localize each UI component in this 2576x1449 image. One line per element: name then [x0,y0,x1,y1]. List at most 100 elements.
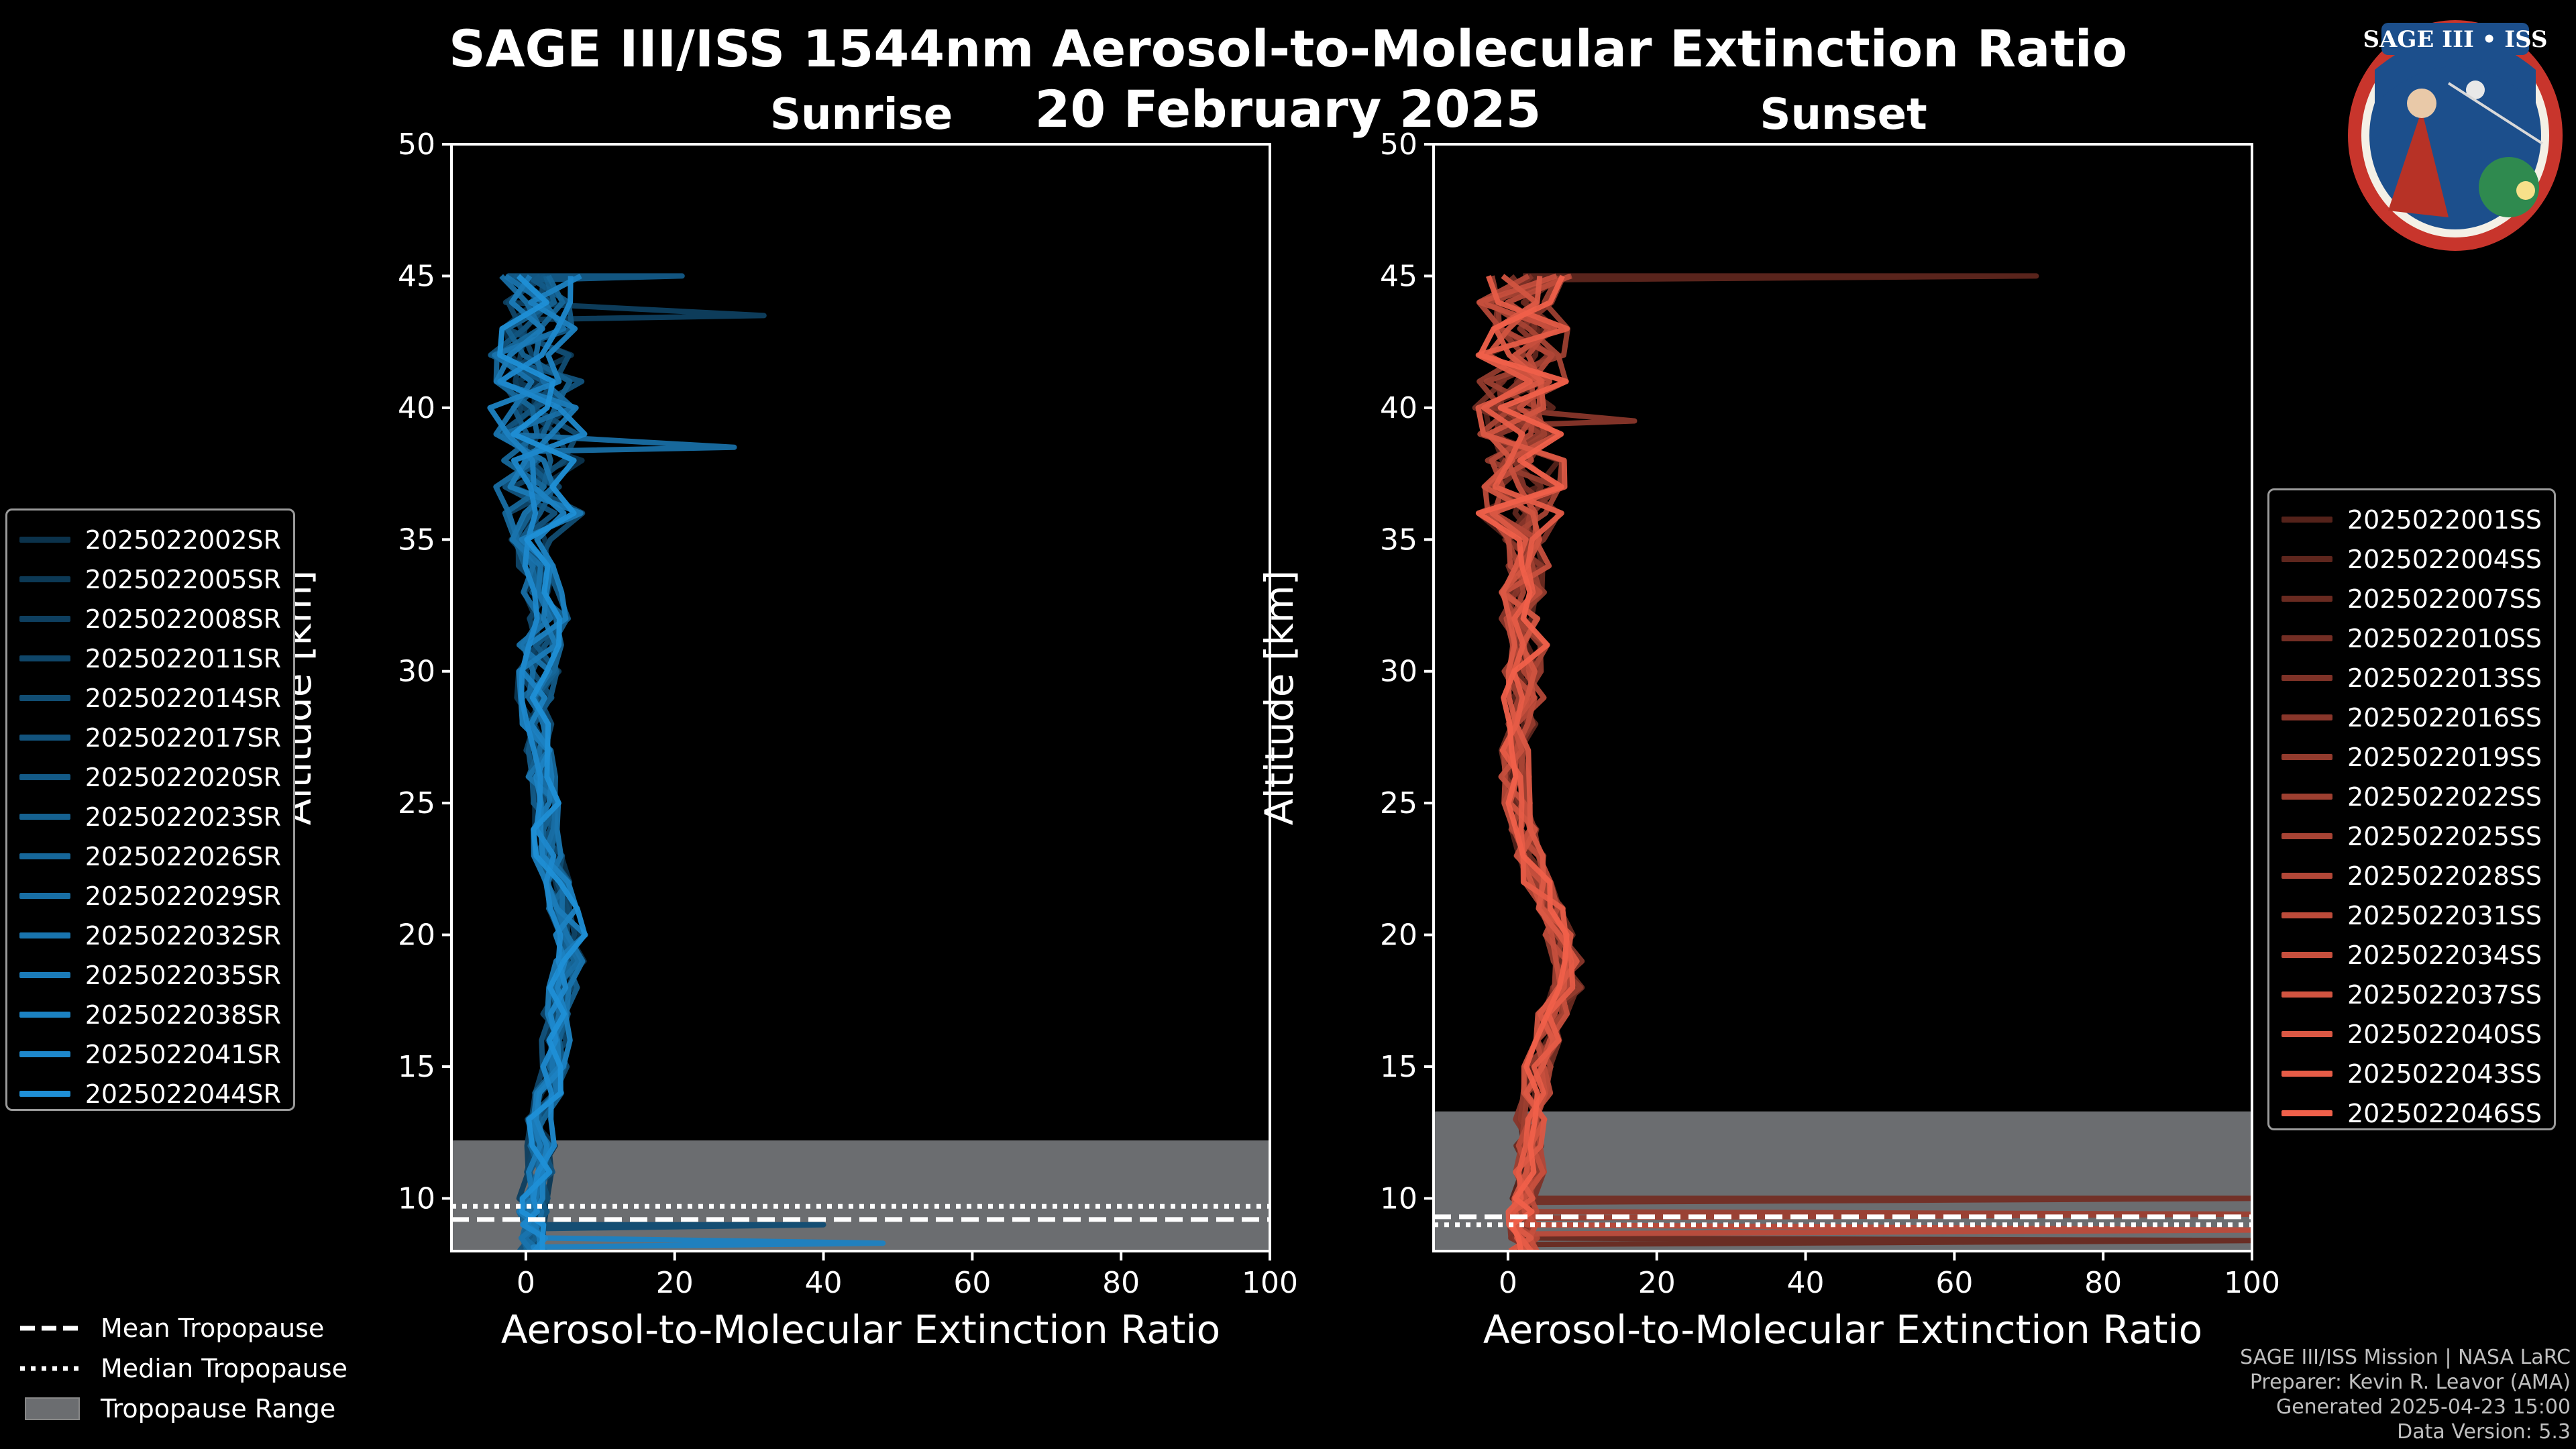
legend-swatch [19,972,70,978]
legend-swatch [19,735,70,741]
legend-tropopause-range: Tropopause Range [20,1389,347,1429]
legend-label: 2025022032SR [85,920,281,951]
legend-swatch [19,893,70,899]
sunrise-panel: 0 20 40 60 80 100 10 15 20 25 30 35 40 45 50 Aerosol-to… [274,127,1298,1352]
y-tick-label: 35 [398,523,435,557]
y-tick-label: 25 [398,786,435,820]
sunset-legend-item: 2025022001SS [2282,500,2542,539]
legend-label: 2025022022SS [2347,782,2542,812]
legend-swatch [2282,556,2332,562]
sunset-legend: 2025022001SS 2025022004SS 2025022007SS 2025… [2267,488,2556,1130]
sunset-legend-item: 2025022019SS [2282,737,2542,777]
legend-swatch [19,774,70,780]
x-tick-label: 60 [953,1266,991,1300]
sunset-series-line [1475,276,1580,1251]
legend-label: 2025022016SS [2347,702,2542,733]
legend-swatch [2282,517,2332,523]
legend-mean-label: Mean Tropopause [101,1313,325,1343]
legend-label: 2025022002SR [85,525,281,555]
sunset-legend-item: 2025022037SS [2282,975,2542,1014]
sunset-legend-item: 2025022013SS [2282,658,2542,698]
sunset-legend-item: 2025022040SS [2282,1014,2542,1054]
legend-label: 2025022038SR [85,1000,281,1030]
sunrise-series-line [488,273,685,1251]
credits-version: Data Version: 5.3 [2397,1420,2571,1444]
x-tick-label: 40 [805,1266,843,1300]
legend-label: 2025022025SS [2347,821,2542,851]
legend-swatch [19,932,70,938]
legend-label: 2025022046SS [2347,1098,2542,1128]
legend-swatch [19,537,70,543]
legend-label: 2025022001SS [2347,504,2542,535]
legend-swatch [19,576,70,582]
sunrise-legend-item: 2025022038SR [19,995,281,1034]
legend-swatch [2282,596,2332,602]
legend-mean-tropopause: Mean Tropopause [20,1308,347,1348]
y-tick-label: 15 [398,1050,435,1084]
y-tick-label: 50 [1380,127,1417,162]
credits-preparer: Preparer: Kevin R. Leavor (AMA) [2249,1371,2571,1394]
x-tick-label: 80 [2084,1266,2122,1300]
sunset-legend-item: 2025022004SS [2282,539,2542,579]
y-tick-label: 15 [1380,1050,1417,1084]
y-tick-label: 20 [1380,918,1417,953]
y-tick-label: 45 [398,259,435,293]
sunrise-legend-item: 2025022029SR [19,876,281,916]
legend-label: 2025022031SS [2347,900,2542,930]
sunrise-series-line [497,274,588,1251]
x-tick-label: 80 [1102,1266,1140,1300]
x-tick-label: 0 [1499,1266,1517,1300]
sunrise-legend-item: 2025022035SR [19,955,281,995]
credits: SAGE III/ISS Mission | NASA LaRC Prepare… [2240,1345,2571,1444]
legend-range-label: Tropopause Range [101,1394,336,1424]
legend-label: 2025022035SR [85,960,281,990]
y-tick-label: 10 [398,1181,435,1216]
sunrise-profiles [487,273,886,1251]
y-tick-label: 35 [1380,523,1417,557]
legend-swatch [19,814,70,820]
legend-label: 2025022026SR [85,841,281,871]
legend-swatch [2282,1071,2332,1077]
sunrise-legend-item: 2025022041SR [19,1034,281,1074]
legend-label: 2025022023SR [85,802,281,832]
legend-label: 2025022004SS [2347,544,2542,574]
legend-swatch [19,1091,70,1097]
legend-swatch [2282,1110,2332,1116]
legend-label: 2025022043SS [2347,1059,2542,1089]
legend-label: 2025022013SS [2347,663,2542,693]
sunrise-tropopause-range [451,1140,1270,1251]
sunrise-panel-title: Sunrise [769,90,953,140]
sunset-legend-item: 2025022046SS [2282,1093,2542,1133]
y-tick-label: 30 [398,655,435,689]
y-tick-label: 30 [1380,655,1417,689]
x-tick-label: 100 [1242,1266,1298,1300]
sunset-axes-frame [1432,143,2253,1252]
legend-label: 2025022007SS [2347,584,2542,614]
y-tick-label: 40 [1380,391,1417,425]
legend-swatch [2282,912,2332,918]
legend-label: 2025022017SR [85,722,281,753]
sunset-series-line [1475,274,1570,1251]
sunrise-legend-item: 2025022017SR [19,718,281,757]
sage-logo: SAGE III • ISS [2348,20,2563,251]
y-tick-label: 50 [398,127,435,162]
sunrise-x-axis-label: Aerosol-to-Molecular Extinction Ratio [501,1307,1220,1352]
y-tick-label: 20 [398,918,435,953]
credits-mission: SAGE III/ISS Mission | NASA LaRC [2240,1346,2571,1369]
legend-median-label: Median Tropopause [101,1354,347,1383]
y-tick-label: 25 [1380,786,1417,820]
x-tick-label: 100 [2224,1266,2280,1300]
legend-label: 2025022029SR [85,881,281,911]
sunrise-legend-item: 2025022032SR [19,916,281,955]
sunset-legend-item: 2025022043SS [2282,1054,2542,1093]
x-tick-label: 20 [656,1266,694,1300]
legend-swatch [2282,873,2332,879]
legend-label: 2025022005SR [85,564,281,594]
sunrise-legend-item: 2025022011SR [19,639,281,678]
legend-label: 2025022010SS [2347,623,2542,653]
sunset-y-axis-label: Altitude [km] [1256,570,1302,825]
sunset-profiles [1472,273,2252,1251]
x-tick-label: 20 [1638,1266,1676,1300]
legend-swatch [19,695,70,701]
